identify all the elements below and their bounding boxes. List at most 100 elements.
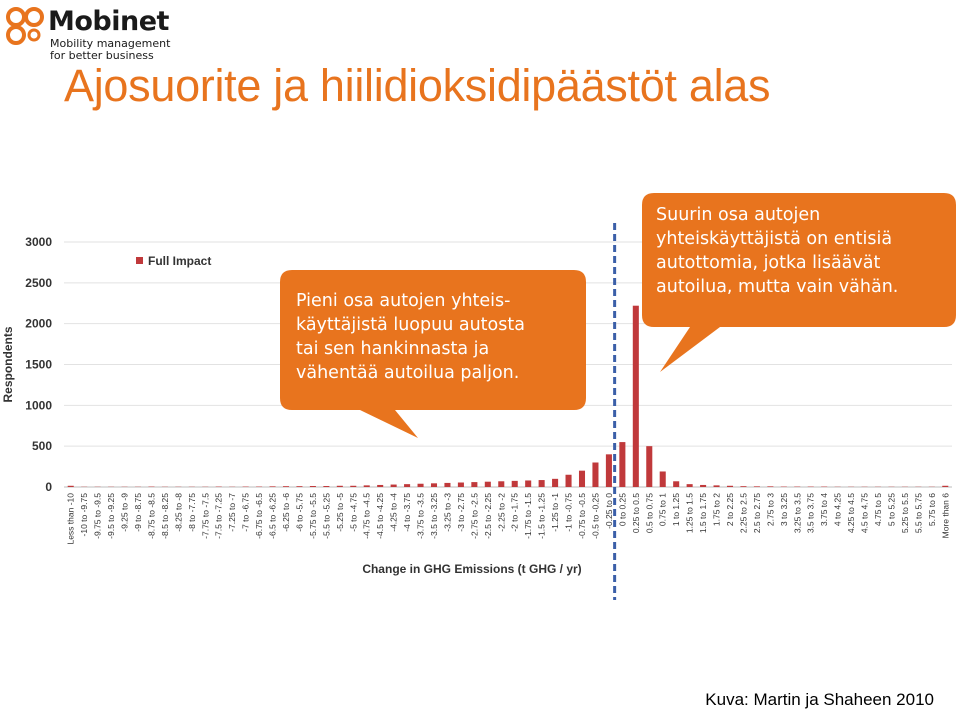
x-tick-label: -2.5 to -2.25	[483, 493, 493, 539]
x-tick-label: -0.5 to -0.25	[590, 493, 600, 539]
x-tick-label: -3.75 to -3.5	[416, 493, 426, 539]
x-tick-label: 1.5 to 1.75	[698, 493, 708, 533]
x-tick-label: -7.5 to -7.25	[214, 493, 224, 539]
x-tick-label: 5 to 5.25	[886, 493, 896, 526]
x-tick-label: 2 to 2.25	[725, 493, 735, 526]
bar	[578, 470, 586, 487]
mobinet-logo-icon	[6, 7, 44, 45]
x-tick-label: 4.5 to 4.75	[860, 493, 870, 533]
x-tick-label: -6.25 to -6	[281, 493, 291, 532]
bar	[269, 486, 276, 487]
x-tick-label: -0.75 to -0.5	[577, 493, 587, 539]
x-tick-label: 3.75 to 4	[819, 493, 829, 526]
brand-tagline-line2: for better business	[50, 49, 154, 62]
x-tick-label: -1.25 to -1	[550, 493, 560, 532]
x-tick-label: 4.25 to 4.5	[846, 493, 856, 533]
x-tick-label: -3.25 to -3	[442, 493, 452, 532]
callout-right-line-3: autottomia, jotka lisäävät	[656, 253, 881, 273]
x-tick-label: -4.5 to -4.25	[375, 493, 385, 539]
x-tick-label: -7 to -6.75	[241, 493, 251, 532]
x-tick-label: 0.75 to 1	[658, 493, 668, 526]
y-tick-label: 1500	[25, 358, 52, 372]
x-tick-label: -10 to -9.75	[79, 493, 89, 537]
x-tick-label: -5 to -4.75	[348, 493, 358, 532]
x-tick-label: -5.25 to -5	[335, 493, 345, 532]
bar	[323, 486, 330, 487]
bar	[525, 480, 532, 487]
x-tick-label: -8.25 to -8	[173, 493, 183, 532]
x-tick-label: -9.25 to -9	[120, 493, 130, 532]
callout-left-line-1: Pieni osa autojen yhteis-	[296, 291, 511, 311]
x-tick-label: 3.25 to 3.5	[792, 493, 802, 533]
x-tick-label: 3.5 to 3.75	[806, 493, 816, 533]
x-tick-label: -1.75 to -1.5	[523, 493, 533, 539]
x-tick-label: 0.25 to 0.5	[631, 493, 641, 533]
x-tick-label: -8.5 to -8.25	[160, 493, 170, 539]
x-tick-label: -0.25 to 0	[604, 493, 614, 529]
x-tick-label: -7.75 to -7.5	[200, 493, 210, 539]
bar	[296, 486, 303, 487]
x-tick-label: -5.75 to -5.5	[308, 493, 318, 539]
x-tick-label: -2.25 to -2	[496, 493, 506, 532]
x-tick-label: -1.5 to -1.25	[537, 493, 547, 539]
bar	[552, 478, 559, 487]
x-tick-label: 5.25 to 5.5	[900, 493, 910, 533]
x-tick-label: -7.25 to -7	[227, 493, 237, 532]
bar	[565, 474, 572, 487]
bar	[619, 442, 626, 487]
x-tick-label: 1 to 1.25	[671, 493, 681, 526]
x-tick-label: -5.5 to -5.25	[321, 493, 331, 539]
x-tick-label: -4.75 to -4.5	[362, 493, 372, 539]
y-axis-title: Respondents	[1, 326, 15, 402]
brand-tagline-line1: Mobility management	[50, 37, 171, 50]
bar	[659, 471, 666, 487]
x-tick-label: 2.25 to 2.5	[738, 493, 748, 533]
x-tick-label: -9.5 to -9.25	[106, 493, 116, 539]
y-tick-label: 3000	[25, 235, 52, 249]
bar	[713, 485, 720, 487]
legend-label: Full Impact	[148, 254, 211, 268]
x-tick-label: -8.75 to -8.5	[146, 493, 156, 539]
y-tick-label: 2500	[25, 276, 52, 290]
bar	[417, 483, 424, 487]
x-tick-label: -2.75 to -2.5	[469, 493, 479, 539]
x-tick-label: -2 to -1.75	[510, 493, 520, 532]
x-tick-label: -3.5 to -3.25	[429, 493, 439, 539]
callout-left-line-2: käyttäjistä luopuu autosta	[296, 315, 525, 335]
bar	[646, 446, 653, 487]
bar	[498, 481, 505, 487]
bar	[444, 482, 451, 487]
bar	[336, 485, 343, 487]
bar	[673, 481, 680, 487]
y-tick-label: 0	[45, 480, 52, 494]
bar	[282, 486, 290, 487]
legend-swatch	[136, 257, 143, 264]
bar	[726, 485, 734, 487]
x-axis-title: Change in GHG Emissions (t GHG / yr)	[362, 562, 581, 576]
x-tick-label: -6 to -5.75	[294, 493, 304, 532]
slide-title: Ajosuorite ja hiilidioksidipäästöt alas	[64, 60, 771, 111]
x-tick-label: 4.75 to 5	[873, 493, 883, 526]
callout-right-line-1: Suurin osa autojen	[656, 205, 821, 225]
x-tick-label: More than 6	[940, 493, 950, 539]
callout-left-line-3: tai sen hankinnasta ja	[296, 339, 490, 359]
callout-left-line-4: vähentää autoilua paljon.	[296, 363, 520, 383]
bar	[430, 483, 438, 487]
bar	[457, 482, 464, 487]
x-tick-label: 1.25 to 1.5	[685, 493, 695, 533]
bar	[484, 481, 491, 487]
x-tick-label: 4 to 4.25	[833, 493, 843, 526]
bar	[767, 486, 774, 487]
bar	[377, 484, 384, 487]
bar	[686, 484, 693, 487]
bar	[538, 480, 545, 487]
bar	[740, 486, 747, 487]
bar	[605, 454, 612, 487]
bar	[753, 486, 760, 487]
x-tick-label: -4 to -3.75	[402, 493, 412, 532]
x-tick-label: -9 to -8.75	[133, 493, 143, 532]
brand-name: Mobinet	[48, 6, 169, 37]
callout-right-line-2: yhteiskäyttäjistä on entisiä	[656, 229, 893, 249]
bar	[592, 462, 599, 487]
bar	[632, 305, 639, 487]
